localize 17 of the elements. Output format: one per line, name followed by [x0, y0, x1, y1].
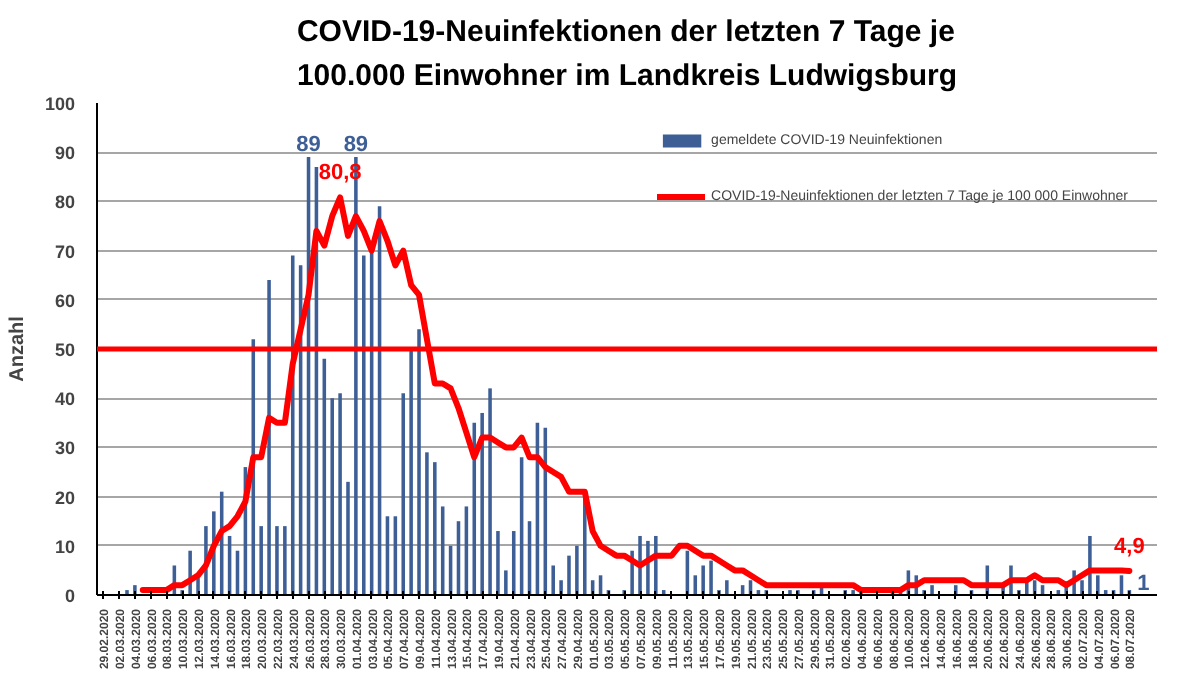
y-tick-label: 80 — [54, 192, 76, 213]
data-label: 89 — [296, 133, 321, 158]
chart-title: COVID-19-Neuinfektionen der letzten 7 Tage je 100.000 Einwohner im Landkreis Ludwigsburg — [296, 14, 958, 93]
y-tick-label: 30 — [54, 438, 76, 459]
data-label: 89 — [343, 133, 369, 158]
y-tick-label: 70 — [54, 241, 76, 262]
y-tick-label: 100 — [44, 94, 76, 114]
y-tick-label: 90 — [54, 143, 76, 164]
y-axis-title: Anzahl — [6, 315, 29, 382]
data-label: 1 — [1137, 572, 1150, 597]
y-tick-label: 40 — [54, 389, 76, 410]
y-tick-label: 0 — [64, 586, 76, 606]
y-tick-label: 20 — [54, 487, 76, 508]
data-label: 4,9 — [1114, 534, 1145, 559]
y-tick-label: 60 — [54, 290, 76, 311]
y-tick-label: 50 — [54, 340, 76, 360]
y-tick-label: 10 — [54, 536, 76, 557]
